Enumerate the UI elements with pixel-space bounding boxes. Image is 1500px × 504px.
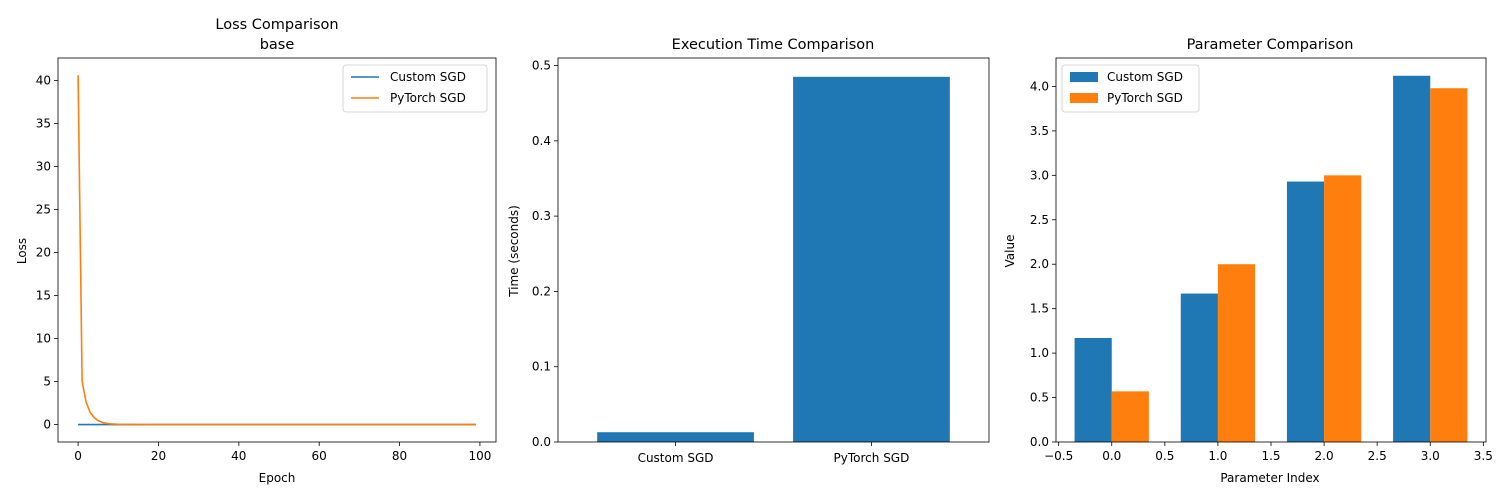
chart3-xtick-label: 2.0 bbox=[1315, 449, 1334, 463]
chart2-axes-frame bbox=[557, 57, 990, 443]
chart3-bar-pytorch-sgd bbox=[1217, 264, 1256, 442]
chart1-ytick-label: 0 bbox=[43, 418, 51, 432]
chart3-y-ticks: 0.0 0.5 1.0 1.5 2.0 2.5 3.0 3.5 4.0 bbox=[1030, 79, 1056, 449]
chart1-legend: Custom SGD PyTorch SGD bbox=[342, 64, 488, 113]
chart2-title: Execution Time Comparison bbox=[672, 37, 875, 53]
chart3-ylabel: Value bbox=[1003, 235, 1017, 268]
chart2-ytick-label: 0.3 bbox=[532, 209, 551, 223]
chart1-legend-label-pytorch: PyTorch SGD bbox=[390, 91, 466, 105]
chart3-bar-custom-sgd bbox=[1393, 75, 1431, 443]
chart2-xtick-label: Custom SGD bbox=[638, 451, 714, 465]
chart3-bar-custom-sgd bbox=[1286, 181, 1325, 443]
chart2-y-ticks: 0.0 0.1 0.2 0.3 0.4 0.5 bbox=[532, 59, 558, 449]
chart1-ytick-label: 20 bbox=[36, 245, 51, 259]
chart1-series bbox=[77, 75, 476, 426]
chart3-legend: Custom SGD PyTorch SGD bbox=[1061, 64, 1200, 113]
chart3-axes-frame bbox=[1055, 57, 1487, 443]
chart1-xtick-label: 60 bbox=[312, 449, 327, 463]
chart1-axes-frame bbox=[57, 57, 497, 443]
chart3-legend-label-pytorch: PyTorch SGD bbox=[1107, 91, 1183, 105]
chart1-xtick-label: 0 bbox=[74, 449, 82, 463]
chart1-title: Loss Comparison bbox=[215, 17, 338, 33]
chart2-ytick-label: 0.0 bbox=[532, 435, 551, 449]
chart3-ytick-label: 2.0 bbox=[1030, 257, 1049, 271]
chart1-series-line-pytorch-sgd bbox=[77, 75, 476, 426]
chart1-xtick-label: 40 bbox=[231, 449, 246, 463]
chart2-bars bbox=[597, 76, 950, 442]
chart3-legend-swatch-custom bbox=[1070, 72, 1098, 82]
chart3-xtick-label: 1.5 bbox=[1261, 449, 1280, 463]
chart1-y-ticks: 0 5 10 15 20 25 30 35 40 bbox=[36, 73, 58, 432]
chart2-ylabel: Time (seconds) bbox=[507, 205, 521, 298]
chart2-ytick-label: 0.2 bbox=[532, 284, 551, 298]
chart1-ytick-label: 15 bbox=[36, 288, 51, 302]
chart1-ytick-label: 5 bbox=[43, 375, 51, 389]
chart2-xtick-label: PyTorch SGD bbox=[834, 451, 910, 465]
chart1-ylabel: Loss bbox=[15, 238, 29, 264]
chart1-ytick-label: 40 bbox=[36, 73, 51, 87]
execution-time-chart: Execution Time Comparison Time (seconds)… bbox=[507, 37, 990, 465]
chart2-ytick-label: 0.4 bbox=[532, 134, 551, 148]
chart2-x-ticks: Custom SGD PyTorch SGD bbox=[638, 442, 910, 465]
chart3-xtick-label: −0.5 bbox=[1044, 449, 1073, 463]
chart1-ytick-label: 10 bbox=[36, 331, 51, 345]
chart3-ytick-label: 3.0 bbox=[1030, 168, 1049, 182]
chart1-subtitle: base bbox=[260, 37, 295, 53]
chart3-bar-pytorch-sgd bbox=[1430, 88, 1468, 442]
chart2-bar-custom-sgd bbox=[597, 432, 754, 442]
chart3-ytick-label: 0.5 bbox=[1030, 391, 1049, 405]
chart3-legend-swatch-pytorch bbox=[1070, 93, 1098, 103]
chart1-ytick-label: 30 bbox=[36, 159, 51, 173]
chart3-ytick-label: 1.5 bbox=[1030, 302, 1049, 316]
chart3-legend-label-custom: Custom SGD bbox=[1107, 70, 1183, 84]
chart1-ytick-label: 25 bbox=[36, 202, 51, 216]
chart3-xtick-label: 0.5 bbox=[1155, 449, 1174, 463]
chart3-bars bbox=[1074, 75, 1468, 443]
chart3-ytick-label: 3.5 bbox=[1030, 124, 1049, 138]
chart3-bar-pytorch-sgd bbox=[1324, 175, 1362, 443]
chart3-ytick-label: 0.0 bbox=[1030, 435, 1049, 449]
chart1-ytick-label: 35 bbox=[36, 116, 51, 130]
chart1-xtick-label: 20 bbox=[151, 449, 166, 463]
chart3-xtick-label: 2.5 bbox=[1368, 449, 1387, 463]
chart2-ytick-label: 0.5 bbox=[532, 59, 551, 73]
chart3-xtick-label: 1.0 bbox=[1208, 449, 1227, 463]
chart1-xlabel: Epoch bbox=[259, 471, 296, 485]
chart2-ytick-label: 0.1 bbox=[532, 360, 551, 374]
chart1-legend-label-custom: Custom SGD bbox=[390, 70, 466, 84]
chart3-xtick-label: 0.0 bbox=[1102, 449, 1121, 463]
chart3-title: Parameter Comparison bbox=[1187, 37, 1354, 53]
chart3-bar-pytorch-sgd bbox=[1111, 391, 1149, 442]
chart3-bar-custom-sgd bbox=[1074, 338, 1112, 442]
chart2-bar-pytorch-sgd bbox=[793, 76, 950, 442]
chart1-x-ticks: 0 20 40 60 80 100 bbox=[74, 442, 491, 463]
loss-comparison-chart: Loss Comparison base Epoch Loss 0 20 40 60 8… bbox=[15, 17, 497, 485]
chart3-xtick-label: 3.0 bbox=[1421, 449, 1440, 463]
chart3-ytick-label: 1.0 bbox=[1030, 346, 1049, 360]
chart3-xlabel: Parameter Index bbox=[1220, 471, 1319, 485]
chart3-bar-custom-sgd bbox=[1180, 293, 1218, 442]
chart1-xtick-label: 80 bbox=[392, 449, 407, 463]
chart3-x-ticks: −0.5 0.0 0.5 1.0 1.5 2.0 2.5 3.0 3.5 bbox=[1044, 442, 1493, 463]
chart1-xtick-label: 100 bbox=[468, 449, 491, 463]
parameter-comparison-chart: Parameter Comparison Parameter Index Val… bbox=[1003, 37, 1493, 485]
chart3-ytick-label: 4.0 bbox=[1030, 79, 1049, 93]
chart3-xtick-label: 3.5 bbox=[1474, 449, 1493, 463]
chart3-ytick-label: 2.5 bbox=[1030, 213, 1049, 227]
